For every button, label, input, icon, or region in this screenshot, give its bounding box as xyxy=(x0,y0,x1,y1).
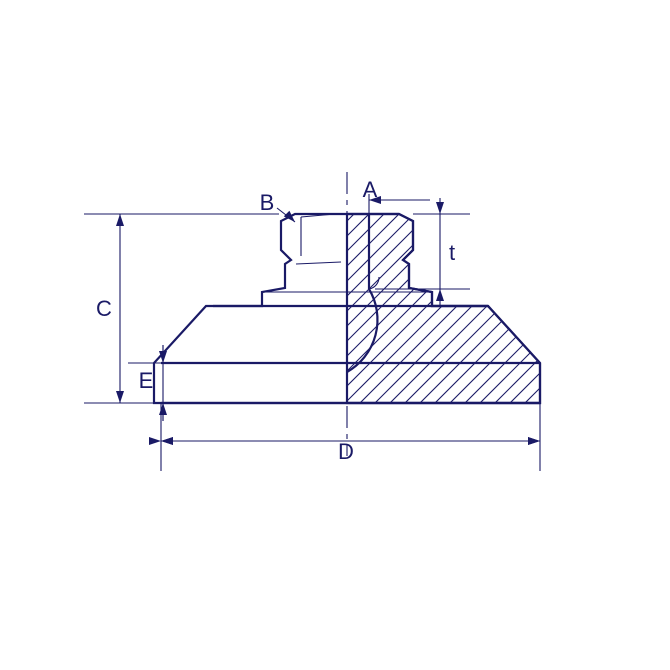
svg-text:B: B xyxy=(260,190,275,215)
svg-text:t: t xyxy=(449,240,455,265)
svg-text:C: C xyxy=(96,296,112,321)
svg-text:A: A xyxy=(363,177,378,202)
svg-text:D: D xyxy=(338,439,354,464)
svg-text:E: E xyxy=(139,368,154,393)
